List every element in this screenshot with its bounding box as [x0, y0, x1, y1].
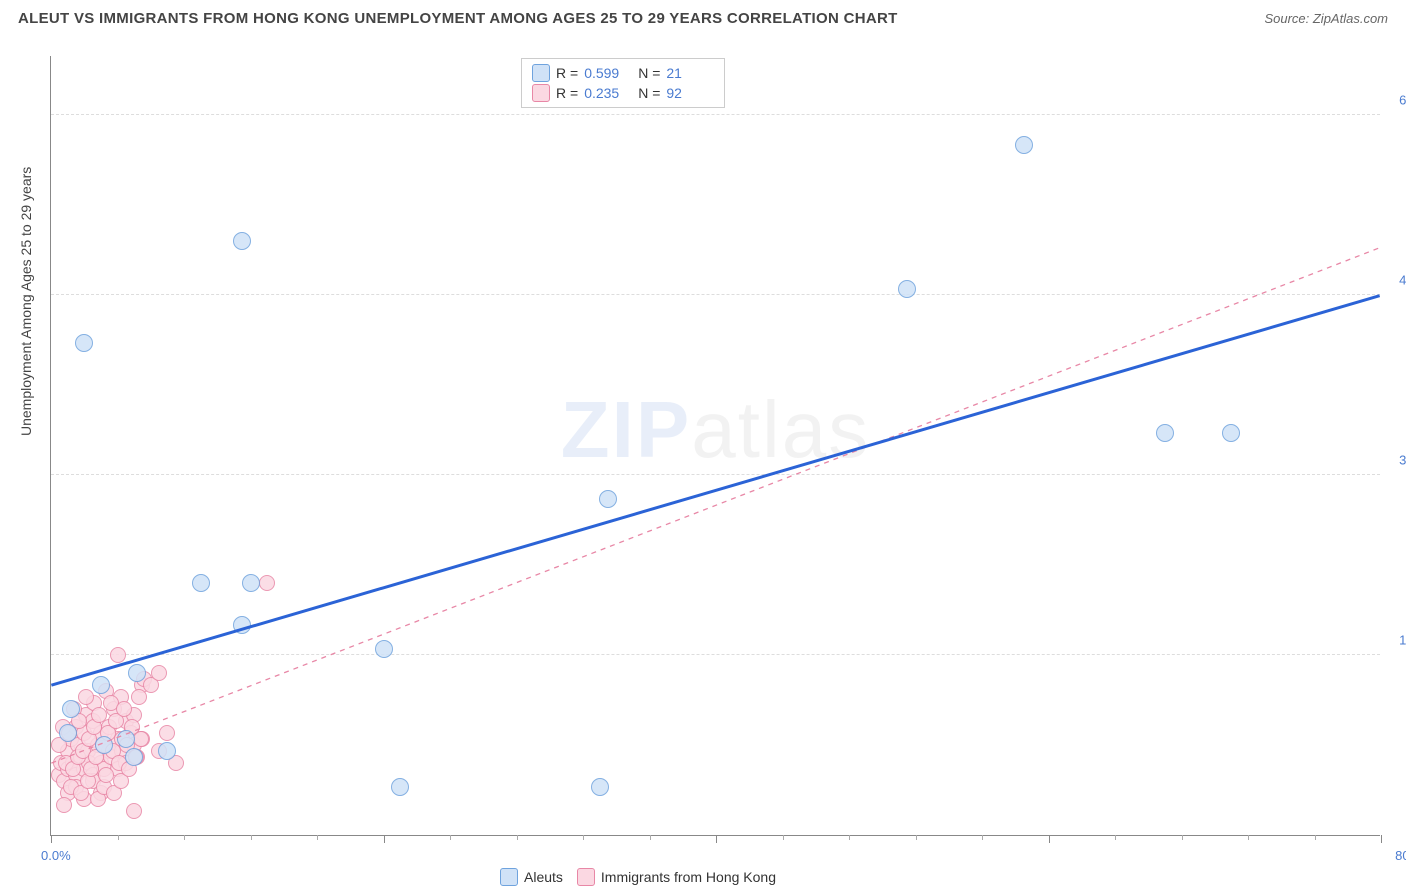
data-point	[59, 724, 77, 742]
data-point	[192, 574, 210, 592]
data-point	[233, 616, 251, 634]
x-minor-tick	[118, 835, 119, 840]
x-major-tick	[51, 835, 52, 843]
trend-line	[51, 248, 1379, 763]
data-point	[1222, 424, 1240, 442]
data-point	[599, 490, 617, 508]
watermark-bold: ZIP	[561, 385, 691, 474]
x-minor-tick	[916, 835, 917, 840]
x-minor-tick	[583, 835, 584, 840]
n-value-1: 21	[666, 65, 714, 81]
grid-line	[51, 114, 1380, 115]
swatch-series1-bottom	[500, 868, 518, 886]
swatch-series1	[532, 64, 550, 82]
x-minor-tick	[517, 835, 518, 840]
x-major-tick	[384, 835, 385, 843]
r-label-1: R =	[556, 65, 578, 81]
data-point	[78, 689, 94, 705]
x-major-tick	[1049, 835, 1050, 843]
chart-container: Unemployment Among Ages 25 to 29 years Z…	[0, 36, 1406, 892]
data-point	[91, 707, 107, 723]
y-tick-label: 15.0%	[1399, 633, 1406, 648]
data-point	[75, 334, 93, 352]
x-major-tick	[716, 835, 717, 843]
x-min-label: 0.0%	[41, 848, 71, 863]
data-point	[133, 731, 149, 747]
n-value-2: 92	[666, 85, 714, 101]
data-point	[391, 778, 409, 796]
data-point	[128, 664, 146, 682]
data-point	[117, 730, 135, 748]
data-point	[92, 676, 110, 694]
data-point	[98, 767, 114, 783]
data-point	[62, 700, 80, 718]
grid-line	[51, 294, 1380, 295]
x-minor-tick	[1182, 835, 1183, 840]
data-point	[1015, 136, 1033, 154]
data-point	[116, 701, 132, 717]
correlation-legend: R = 0.599 N = 21 R = 0.235 N = 92	[521, 58, 725, 108]
series1-name: Aleuts	[524, 869, 563, 885]
data-point	[591, 778, 609, 796]
data-point	[126, 803, 142, 819]
x-minor-tick	[783, 835, 784, 840]
grid-line	[51, 654, 1380, 655]
trend-lines	[51, 56, 1380, 835]
x-minor-tick	[849, 835, 850, 840]
x-minor-tick	[251, 835, 252, 840]
r-value-1: 0.599	[584, 65, 632, 81]
data-point	[233, 232, 251, 250]
watermark: ZIPatlas	[561, 384, 870, 476]
data-point	[158, 742, 176, 760]
r-label-2: R =	[556, 85, 578, 101]
data-point	[898, 280, 916, 298]
data-point	[125, 748, 143, 766]
data-point	[159, 725, 175, 741]
data-point	[259, 575, 275, 591]
x-minor-tick	[1248, 835, 1249, 840]
y-tick-label: 60.0%	[1399, 93, 1406, 108]
y-tick-label: 30.0%	[1399, 453, 1406, 468]
x-minor-tick	[317, 835, 318, 840]
data-point	[375, 640, 393, 658]
grid-line	[51, 474, 1380, 475]
n-label-2: N =	[638, 85, 660, 101]
data-point	[242, 574, 260, 592]
swatch-series2	[532, 84, 550, 102]
legend-row-series2: R = 0.235 N = 92	[532, 83, 714, 103]
legend-item-series1: Aleuts	[500, 868, 563, 886]
swatch-series2-bottom	[577, 868, 595, 886]
y-tick-label: 45.0%	[1399, 273, 1406, 288]
y-axis-label: Unemployment Among Ages 25 to 29 years	[18, 167, 34, 436]
series2-name: Immigrants from Hong Kong	[601, 869, 776, 885]
data-point	[95, 736, 113, 754]
x-minor-tick	[650, 835, 651, 840]
x-minor-tick	[982, 835, 983, 840]
x-minor-tick	[450, 835, 451, 840]
data-point	[151, 665, 167, 681]
x-minor-tick	[1115, 835, 1116, 840]
data-point	[110, 647, 126, 663]
title-bar: ALEUT VS IMMIGRANTS FROM HONG KONG UNEMP…	[0, 0, 1406, 35]
legend-item-series2: Immigrants from Hong Kong	[577, 868, 776, 886]
source-label: Source: ZipAtlas.com	[1264, 11, 1388, 26]
x-minor-tick	[1315, 835, 1316, 840]
x-minor-tick	[184, 835, 185, 840]
data-point	[131, 689, 147, 705]
data-point	[1156, 424, 1174, 442]
plot-area: ZIPatlas R = 0.599 N = 21 R = 0.235 N = …	[50, 56, 1380, 836]
chart-title: ALEUT VS IMMIGRANTS FROM HONG KONG UNEMP…	[18, 10, 898, 27]
watermark-thin: atlas	[691, 385, 870, 474]
x-max-label: 80.0%	[1395, 848, 1406, 863]
r-value-2: 0.235	[584, 85, 632, 101]
legend-row-series1: R = 0.599 N = 21	[532, 63, 714, 83]
series-legend: Aleuts Immigrants from Hong Kong	[500, 868, 776, 886]
data-point	[56, 797, 72, 813]
x-major-tick	[1381, 835, 1382, 843]
n-label-1: N =	[638, 65, 660, 81]
